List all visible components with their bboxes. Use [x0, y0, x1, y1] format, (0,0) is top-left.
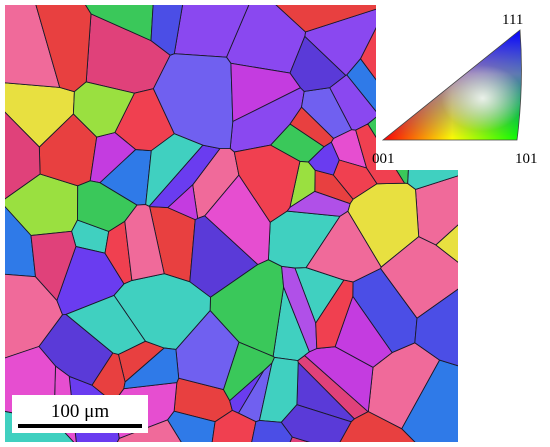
grain-map: [5, 5, 458, 442]
grain: [233, 144, 301, 223]
grain: [77, 180, 138, 232]
grain: [124, 204, 165, 282]
scale-bar: 100 μm: [12, 395, 148, 433]
grain: [301, 87, 353, 139]
grain: [334, 411, 434, 442]
legend-top-label: 111: [502, 12, 523, 28]
grain: [65, 294, 147, 355]
grain: [307, 141, 340, 176]
grain: [150, 5, 184, 56]
ipf-triangle-white: [381, 29, 522, 141]
grain: [89, 132, 137, 184]
grain: [30, 230, 77, 302]
ipf-legend: 111 001 101: [372, 12, 538, 167]
grain: [223, 341, 275, 402]
legend-right-label: 101: [515, 151, 538, 167]
grain: [230, 62, 302, 123]
grain: [204, 174, 271, 266]
grain: [315, 279, 354, 349]
grain: [305, 210, 382, 283]
scale-bar-label: 100 μm: [51, 401, 109, 422]
grain: [247, 419, 293, 442]
grain: [414, 279, 458, 371]
grain: [145, 133, 204, 207]
grain: [72, 81, 136, 138]
grain: [167, 183, 199, 221]
grain: [289, 106, 335, 148]
grain: [5, 106, 41, 203]
grain: [107, 419, 194, 442]
scale-bar-line: [18, 424, 142, 428]
grain: [123, 347, 180, 390]
legend-left-label: 001: [372, 151, 395, 167]
grain: [435, 213, 458, 273]
grain: [280, 404, 352, 442]
